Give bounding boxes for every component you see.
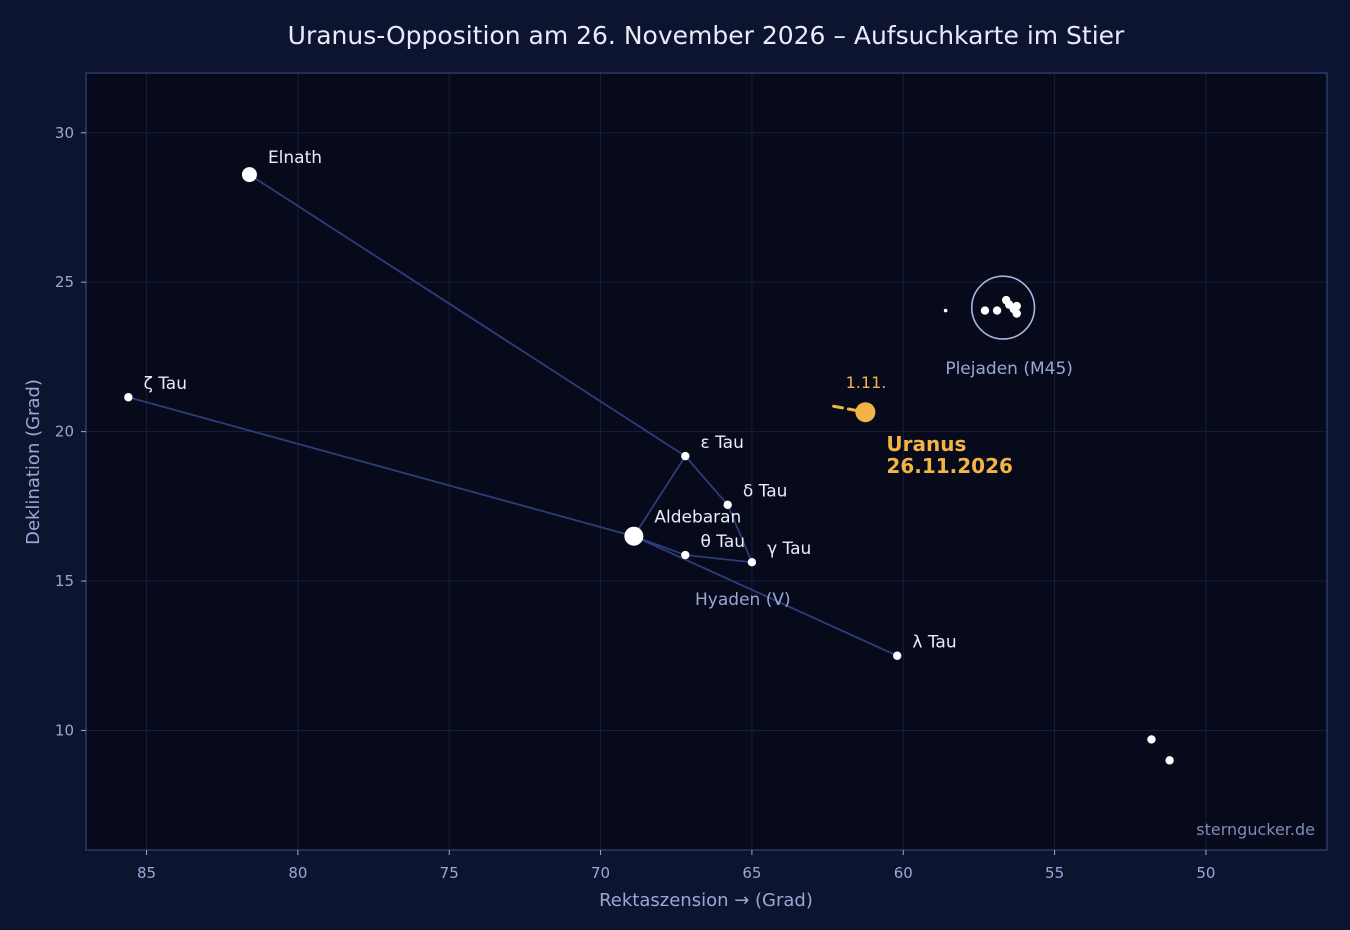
star-marker (1147, 735, 1156, 744)
x-tick-label: 85 (137, 864, 156, 882)
star-marker (723, 500, 732, 510)
plot-frame (85, 72, 1328, 851)
watermark: sterngucker.de (1196, 820, 1315, 839)
x-axis-ticks: 85 80 75 70 65 60 55 50 (137, 850, 1215, 882)
x-axis-label: Rektaszension → (Grad) (599, 890, 813, 911)
star-label: Elnath (268, 148, 322, 168)
pleiades-star (1012, 301, 1021, 311)
star-marker (624, 526, 644, 546)
star-label: γ Tau (767, 539, 811, 559)
x-tick-label: 80 (288, 864, 307, 882)
y-tick-label: 25 (55, 273, 74, 291)
constellation-line (248, 173, 686, 457)
constellation-line (685, 554, 752, 564)
uranus-group: 1.11. Uranus 26.11.2026 (832, 373, 1013, 478)
constellation-line (684, 455, 729, 506)
uranus-label: Uranus 26.11.2026 (886, 432, 1013, 478)
uranus-path (832, 404, 866, 414)
star-label: ε Tau (701, 433, 744, 453)
y-tick-label: 30 (55, 124, 74, 142)
x-tick-label: 65 (742, 864, 761, 882)
star-label: Aldebaran (654, 508, 741, 528)
star-marker (892, 651, 902, 660)
pleiades-star (980, 306, 990, 315)
x-tick-label: 60 (894, 864, 913, 882)
chart-title: Uranus-Opposition am 26. November 2026 –… (288, 21, 1125, 50)
pleiades-star (943, 308, 948, 313)
pleiades-circle (970, 275, 1036, 340)
star-label: ζ Tau (144, 374, 187, 394)
constellation-line (128, 396, 635, 538)
uranus-label-line: Uranus (886, 432, 966, 456)
y-tick-label: 20 (55, 423, 74, 441)
star-label: δ Tau (743, 482, 788, 502)
pleiades-label: Plejaden (M45) (945, 359, 1073, 379)
hyades-label: Hyaden (V) (695, 590, 791, 610)
uranus-marker (855, 402, 876, 423)
star-marker (681, 451, 690, 461)
star-marker (241, 167, 257, 183)
constellation-line (633, 535, 898, 657)
y-axis-label: Deklination (Grad) (23, 379, 44, 545)
star-label: λ Tau (912, 633, 956, 653)
star-label: θ Tau (701, 532, 746, 552)
x-tick-label: 70 (591, 864, 610, 882)
x-tick-label: 55 (1045, 864, 1064, 882)
star-marker (681, 550, 690, 560)
star-marker (124, 393, 133, 402)
x-tick-label: 50 (1196, 864, 1215, 882)
star-marker (1165, 756, 1174, 765)
star-marker (747, 558, 757, 567)
y-tick-label: 10 (55, 721, 74, 739)
pleiades-cluster (943, 275, 1036, 340)
constellation-line (633, 455, 687, 537)
constellation-line (726, 504, 753, 563)
y-axis-ticks: 10 15 20 25 30 (55, 124, 86, 739)
uranus-path-start-label: 1.11. (846, 373, 887, 392)
x-tick-label: 75 (440, 864, 459, 882)
grid-lines (86, 73, 1327, 850)
uranus-label-line: 26.11.2026 (886, 454, 1013, 478)
pleiades-star (992, 306, 1002, 315)
y-tick-label: 15 (55, 572, 74, 590)
pleiades-star (1012, 309, 1021, 318)
